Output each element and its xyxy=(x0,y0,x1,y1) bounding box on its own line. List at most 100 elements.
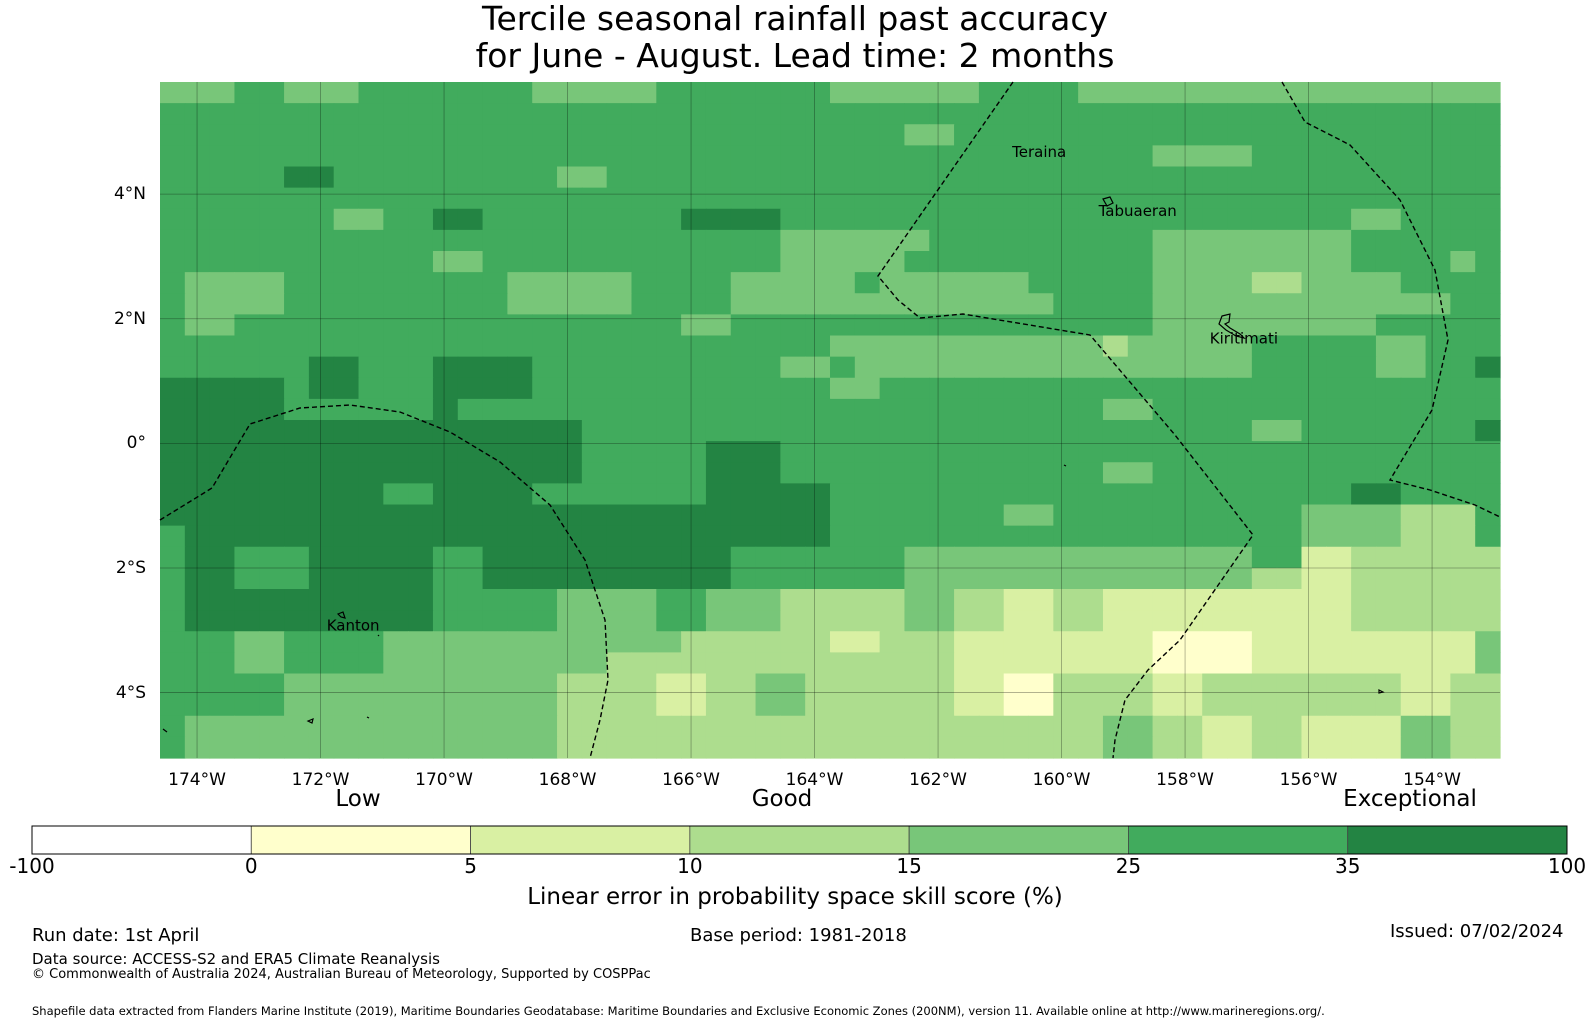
grid-cell xyxy=(954,652,980,675)
grid-cell xyxy=(1400,124,1427,146)
grid-cell xyxy=(1400,610,1427,632)
grid-cell xyxy=(805,314,831,337)
grid-cell xyxy=(234,715,260,738)
legend-good-label: Good xyxy=(751,786,813,812)
grid-cell xyxy=(1450,82,1476,104)
colorbar-tick-label: 10 xyxy=(677,854,703,878)
grid-cell xyxy=(1053,589,1079,611)
grid-cell xyxy=(1227,546,1253,569)
grid-cell xyxy=(333,377,360,400)
grid-cell xyxy=(1152,356,1178,379)
grid-cell xyxy=(1078,356,1104,379)
grid-cell xyxy=(1078,251,1104,273)
grid-cell xyxy=(730,631,757,653)
grid-cell xyxy=(805,441,831,463)
grid-cell xyxy=(1028,462,1054,484)
grid-cell xyxy=(755,314,781,337)
grid-cell xyxy=(234,251,260,273)
grid-cell xyxy=(160,631,186,653)
grid-cell xyxy=(1251,82,1278,104)
grid-cell xyxy=(1177,504,1203,527)
grid-cell xyxy=(1028,335,1054,358)
grid-cell xyxy=(432,441,459,463)
grid-cell xyxy=(1375,652,1402,675)
grid-cell xyxy=(184,82,211,104)
grid-cell xyxy=(631,229,657,252)
grid-cell xyxy=(1053,631,1079,653)
grid-cell xyxy=(1375,314,1402,337)
grid-cell xyxy=(1425,398,1451,421)
grid-cell xyxy=(432,166,459,189)
grid-cell xyxy=(184,420,211,442)
grid-cell xyxy=(705,589,732,611)
grid-cell xyxy=(1326,145,1352,168)
grid-cell xyxy=(606,631,633,653)
grid-cell xyxy=(929,504,955,527)
grid-cell xyxy=(259,272,285,294)
grid-cell xyxy=(507,589,533,611)
grid-cell xyxy=(1251,441,1278,463)
eez-boundary-kiribati-line-islands xyxy=(877,81,1254,759)
grid-cell xyxy=(854,483,881,506)
grid-cell xyxy=(854,82,881,104)
grid-cell xyxy=(507,652,533,675)
grid-cell xyxy=(432,335,459,358)
place-label: Kanton xyxy=(327,616,380,634)
grid-cell xyxy=(160,293,186,315)
grid-cell xyxy=(1251,356,1278,379)
grid-cell xyxy=(1152,462,1178,484)
grid-cell xyxy=(408,567,434,590)
grid-cell xyxy=(879,694,906,717)
grid-cell xyxy=(308,377,335,400)
issued-date: Issued: 07/02/2024 xyxy=(1390,921,1564,942)
grid-cell xyxy=(1053,610,1079,632)
grid-cell xyxy=(259,652,285,675)
grid-cell xyxy=(209,673,236,696)
grid-cell xyxy=(333,673,360,696)
grid-cell xyxy=(408,694,434,717)
grid-cell xyxy=(581,82,608,104)
grid-cell xyxy=(1301,314,1327,337)
grid-cell xyxy=(383,314,409,337)
grid-cell xyxy=(1202,715,1228,738)
grid-cell xyxy=(830,631,856,653)
grid-cell xyxy=(1227,166,1253,189)
grid-cell xyxy=(507,673,533,696)
grid-cell xyxy=(259,356,285,379)
grid-cell xyxy=(1400,715,1427,738)
grid-cell xyxy=(333,251,360,273)
grid-cell xyxy=(730,251,757,273)
grid-cell xyxy=(780,441,806,463)
grid-cell xyxy=(557,293,583,315)
grid-cell xyxy=(1028,103,1054,125)
grid-cell xyxy=(1177,567,1203,590)
grid-cell xyxy=(209,293,236,315)
grid-cell xyxy=(1003,546,1030,569)
grid-cell xyxy=(954,715,980,738)
grid-cell xyxy=(408,103,434,125)
grid-cell xyxy=(1227,208,1253,231)
grid-cell xyxy=(1177,525,1203,548)
grid-cell xyxy=(1251,736,1278,759)
grid-cell xyxy=(1326,589,1352,611)
grid-cell xyxy=(259,546,285,569)
grid-cell xyxy=(1127,251,1154,273)
grid-cell xyxy=(234,631,260,653)
grid-cell xyxy=(1475,462,1501,484)
grid-cell xyxy=(879,567,906,590)
grid-cell xyxy=(1102,82,1129,104)
grid-cell xyxy=(954,356,980,379)
grid-cell xyxy=(1375,82,1402,104)
grid-cell xyxy=(1152,377,1178,400)
grid-cell xyxy=(755,589,781,611)
grid-cell xyxy=(606,314,633,337)
grid-cell xyxy=(705,736,732,759)
grid-cell xyxy=(1475,441,1501,463)
grid-cell xyxy=(482,187,508,210)
grid-cell xyxy=(284,694,310,717)
grid-cell xyxy=(1028,82,1054,104)
grid-cell xyxy=(1003,82,1030,104)
grid-cell xyxy=(482,82,508,104)
grid-cell xyxy=(681,631,707,653)
grid-cell xyxy=(259,715,285,738)
